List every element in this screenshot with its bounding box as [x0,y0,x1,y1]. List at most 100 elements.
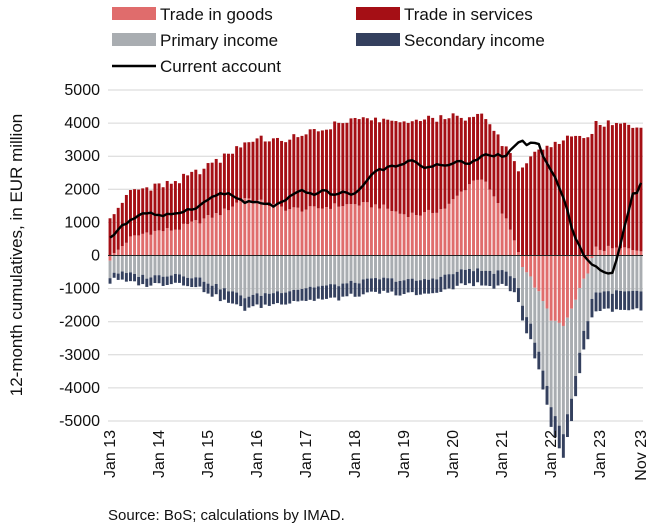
bar-trade-in-services [292,134,296,208]
bar-secondary-income [112,272,116,278]
bar-primary-income [594,255,598,293]
bar-trade-in-goods [292,207,296,256]
bar-trade-in-goods [582,255,586,279]
bar-trade-in-services [635,127,639,251]
x-tick-label: Nov 23 [633,430,650,481]
bar-secondary-income [545,385,549,405]
bar-trade-in-goods [521,255,524,268]
bar-primary-income [614,255,618,291]
bar-trade-in-goods [459,191,463,256]
bar-secondary-income [206,283,210,294]
bar-trade-in-services [476,113,480,180]
bar-trade-in-goods [137,235,141,256]
bar-trade-in-services [455,115,459,196]
bar-trade-in-goods [623,247,627,256]
bar-primary-income [525,272,529,318]
bar-primary-income [427,255,431,280]
legend-label-current-account: Current account [160,57,281,76]
bar-secondary-income [243,298,247,311]
bar-trade-in-services [508,153,512,230]
bar-trade-in-goods [182,223,186,256]
bar-secondary-income [459,269,463,284]
bar-primary-income [484,255,488,271]
bar-primary-income [161,255,165,277]
bar-trade-in-goods [423,212,426,256]
bar-primary-income [423,255,426,280]
bar-trade-in-goods [390,211,394,256]
bar-trade-in-goods [267,206,271,256]
bar-secondary-income [386,278,390,293]
bar-secondary-income [394,281,398,296]
bar-primary-income [133,255,137,274]
legend-label-secondary-income: Secondary income [404,31,545,50]
bar-primary-income [124,255,128,274]
bar-primary-income [202,255,206,282]
bar-secondary-income [484,270,488,286]
bar-trade-in-services [320,130,324,209]
bar-trade-in-services [365,118,369,203]
bar-primary-income [365,255,369,279]
bar-trade-in-goods [112,253,116,256]
bar-secondary-income [333,284,337,298]
bar-trade-in-goods [435,212,439,256]
bar-trade-in-goods [406,217,410,256]
bar-secondary-income [218,289,222,302]
legend: Trade in goods Trade in services Primary… [112,5,545,76]
bar-trade-in-goods [128,236,132,256]
bar-secondary-income [414,280,418,296]
bar-secondary-income [186,277,190,287]
bar-primary-income [598,255,602,293]
bar-primary-income [369,255,373,279]
bar-secondary-income [259,295,263,308]
bar-primary-income [141,255,145,275]
bar-trade-in-services [276,137,279,205]
bar-trade-in-services [141,188,145,234]
bar-trade-in-services [145,187,149,233]
bar-trade-in-services [504,146,508,219]
bar-secondary-income [606,291,610,309]
bar-secondary-income [239,295,243,307]
bar-primary-income [472,255,475,272]
bar-trade-in-goods [402,214,406,256]
bar-secondary-income [590,298,594,318]
bar-secondary-income [255,293,259,305]
bar-trade-in-services [300,135,304,212]
bar-trade-in-services [173,181,177,230]
bar-secondary-income [504,271,508,286]
bar-trade-in-services [378,122,382,209]
bar-trade-in-goods [504,218,508,256]
bar-primary-income [578,288,582,353]
bar-secondary-income [316,286,320,299]
bar-trade-in-services [578,135,582,256]
bar-secondary-income [124,273,128,282]
bar-primary-income [304,255,308,289]
bar-secondary-income [222,288,226,300]
bar-trade-in-services [525,163,529,256]
bar-trade-in-services [288,139,292,210]
bar-trade-in-services [480,113,484,180]
bar-secondary-income [374,278,377,292]
bar-trade-in-goods [333,203,337,256]
bar-primary-income [235,255,239,293]
bar-secondary-income [443,274,447,290]
bar-trade-in-goods [480,179,484,256]
bar-trade-in-services [227,153,230,211]
bar-primary-income [390,255,394,279]
bar-secondary-income [202,281,206,293]
bar-primary-income [325,255,328,286]
bar-primary-income [353,255,357,283]
bar-primary-income [545,308,549,386]
bar-trade-in-services [153,183,157,231]
bar-secondary-income [153,275,157,284]
bar-secondary-income [602,291,606,309]
bar-primary-income [128,255,132,273]
bar-secondary-income [431,278,435,294]
bar-secondary-income [300,288,304,301]
bar-secondary-income [594,292,598,312]
bar-secondary-income [455,271,459,286]
bar-secondary-income [410,278,414,293]
bar-trade-in-services [553,141,557,256]
bar-secondary-income [423,279,426,294]
bar-secondary-income [472,271,475,287]
